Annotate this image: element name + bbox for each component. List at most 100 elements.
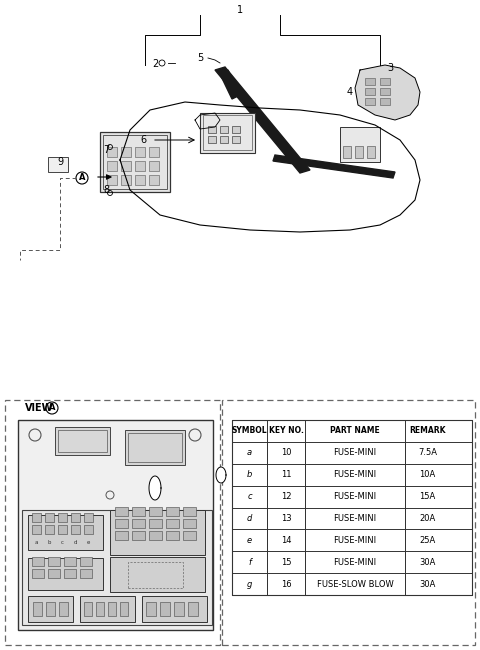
- Text: a: a: [247, 448, 252, 458]
- Bar: [48, 569, 60, 578]
- Bar: [84, 513, 93, 522]
- Text: FUSE-MINI: FUSE-MINI: [334, 558, 377, 567]
- Bar: [115, 531, 128, 540]
- Polygon shape: [149, 476, 161, 500]
- Bar: [55, 427, 110, 455]
- Bar: [200, 113, 255, 153]
- Text: 14: 14: [281, 536, 291, 545]
- Bar: [64, 569, 76, 578]
- Bar: [380, 98, 390, 105]
- Text: 6: 6: [140, 135, 146, 145]
- Bar: [380, 78, 390, 85]
- Bar: [135, 147, 145, 157]
- Bar: [45, 525, 54, 534]
- Text: c: c: [60, 540, 63, 545]
- Bar: [80, 569, 92, 578]
- Bar: [32, 513, 41, 522]
- Polygon shape: [215, 67, 310, 173]
- Text: 8: 8: [103, 185, 109, 195]
- Polygon shape: [220, 70, 240, 99]
- Bar: [149, 147, 159, 157]
- Bar: [80, 596, 135, 622]
- Bar: [48, 557, 60, 566]
- Text: 13: 13: [281, 514, 291, 523]
- Bar: [110, 510, 205, 555]
- Bar: [121, 161, 131, 171]
- Bar: [220, 136, 228, 143]
- Bar: [64, 557, 76, 566]
- Bar: [32, 569, 44, 578]
- Bar: [121, 175, 131, 185]
- Bar: [28, 515, 103, 550]
- Text: REMARK: REMARK: [409, 426, 446, 436]
- Bar: [18, 420, 213, 630]
- Bar: [166, 519, 179, 528]
- Bar: [110, 557, 205, 592]
- Bar: [33, 602, 42, 616]
- Text: 2: 2: [152, 59, 158, 69]
- Bar: [84, 525, 93, 534]
- Text: 15A: 15A: [420, 492, 436, 501]
- Text: 5: 5: [197, 53, 203, 63]
- Text: 11: 11: [281, 470, 291, 479]
- Text: A: A: [49, 404, 55, 413]
- Bar: [128, 433, 182, 462]
- Bar: [48, 157, 68, 172]
- Text: e: e: [247, 536, 252, 545]
- Text: FUSE-SLOW BLOW: FUSE-SLOW BLOW: [317, 580, 394, 588]
- Bar: [71, 525, 80, 534]
- Bar: [142, 596, 207, 622]
- Bar: [103, 135, 167, 189]
- Text: 9: 9: [57, 157, 63, 167]
- Bar: [232, 126, 240, 133]
- Text: FUSE-MINI: FUSE-MINI: [334, 492, 377, 501]
- Text: VIEW: VIEW: [25, 403, 53, 413]
- Text: a: a: [34, 540, 38, 545]
- Text: 12: 12: [281, 492, 291, 501]
- Bar: [107, 175, 117, 185]
- Bar: [208, 126, 216, 133]
- Text: FUSE-MINI: FUSE-MINI: [334, 470, 377, 479]
- Text: 25A: 25A: [420, 536, 436, 545]
- Bar: [232, 420, 472, 442]
- Bar: [203, 115, 252, 150]
- Bar: [135, 161, 145, 171]
- Text: 10A: 10A: [420, 470, 436, 479]
- Bar: [132, 531, 145, 540]
- Bar: [58, 513, 67, 522]
- Text: b: b: [247, 470, 252, 479]
- Bar: [121, 147, 131, 157]
- Bar: [59, 602, 68, 616]
- Bar: [365, 88, 375, 95]
- Text: 4: 4: [347, 87, 353, 97]
- Text: 30A: 30A: [420, 580, 436, 588]
- Bar: [71, 513, 80, 522]
- Bar: [343, 146, 351, 158]
- Bar: [5, 400, 220, 645]
- Text: 3: 3: [387, 63, 393, 73]
- Bar: [45, 513, 54, 522]
- Bar: [183, 531, 196, 540]
- Bar: [125, 430, 185, 465]
- Bar: [149, 161, 159, 171]
- Text: FUSE-MINI: FUSE-MINI: [334, 514, 377, 523]
- Bar: [32, 525, 41, 534]
- Bar: [149, 519, 162, 528]
- Bar: [146, 602, 156, 616]
- Bar: [96, 602, 104, 616]
- Bar: [208, 136, 216, 143]
- Text: SYMBOL: SYMBOL: [232, 426, 267, 436]
- Bar: [32, 557, 44, 566]
- Bar: [28, 596, 73, 622]
- Bar: [84, 602, 92, 616]
- Text: KEY NO.: KEY NO.: [269, 426, 303, 436]
- Text: e: e: [86, 540, 90, 545]
- Text: f: f: [248, 558, 251, 567]
- Bar: [115, 519, 128, 528]
- Text: d: d: [73, 540, 77, 545]
- Bar: [22, 510, 212, 625]
- Bar: [107, 147, 117, 157]
- Bar: [149, 175, 159, 185]
- Text: c: c: [247, 492, 252, 501]
- Text: 16: 16: [281, 580, 291, 588]
